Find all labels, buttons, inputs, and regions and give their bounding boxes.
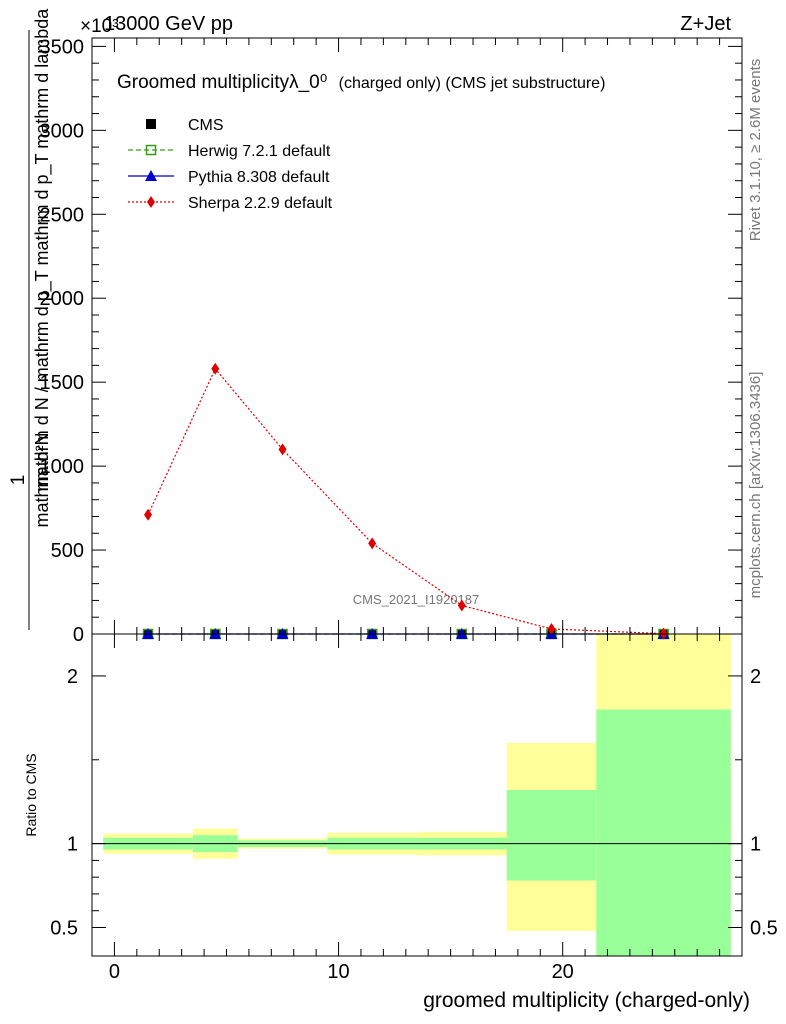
legend-label-2: Pythia 8.308 default	[188, 169, 330, 186]
point-3-5	[547, 622, 556, 635]
main-ytick-label-6: 3000	[40, 120, 85, 142]
legend-marker-0	[146, 119, 156, 129]
main-ytick-label-7: 3500	[40, 36, 85, 58]
ratio-ytick-label-r-2: 2	[750, 666, 761, 688]
ratio-frame	[91, 633, 743, 957]
ratio-y-label: Ratio to CMS	[23, 753, 39, 836]
legend-marker-1	[145, 144, 157, 156]
legend-label-3: Sherpa 2.2.9 default	[188, 195, 333, 212]
main-ytick-label-2: 1000	[40, 456, 85, 478]
main-ytick-label-3: 1500	[40, 372, 85, 394]
main-ytick-label-1: 500	[51, 540, 84, 562]
point-3-0	[144, 508, 153, 521]
header-right: Z+Jet	[680, 13, 731, 35]
y-label-numerator: mathrm d²N	[32, 432, 52, 527]
ratio-ytick-label-r-1: 1	[750, 834, 761, 856]
point-3-2	[278, 443, 287, 456]
y-label-top: 1	[8, 475, 29, 486]
point-3-1	[211, 362, 220, 375]
point-3-4	[457, 599, 466, 612]
mcplots-label: mcplots.cern.ch [arXiv:1306.3436]	[747, 372, 764, 599]
main-y-axis: 0 500 1000 1500 2000 2500 3000 3500	[40, 36, 742, 646]
main-ytick-label-5: 2500	[40, 204, 85, 226]
watermark: CMS_2021_I1920187	[353, 592, 480, 607]
point-3-3	[368, 537, 377, 550]
legend-marker-2	[145, 170, 157, 181]
ratio-ytick-label-0: 0.5	[50, 917, 78, 939]
ratio-band-inner-6	[596, 709, 731, 956]
main-y-label: 1 mathrm d²N mathrm d N / mathrm d p_T m…	[8, 8, 53, 630]
ratio-x-axis: 0 10 20	[91, 634, 743, 983]
ratio-ytick-label-1: 1	[67, 834, 78, 856]
rivet-label: Rivet 3.1.10, ≥ 2.6M events	[747, 59, 764, 242]
y-label-denominator: mathrm d N / mathrm d p_T mathrm d p_T m…	[32, 8, 53, 491]
chart-title-main: Groomed multiplicityλ_0⁰	[117, 72, 327, 93]
legend-label-1: Herwig 7.2.1 default	[188, 143, 331, 160]
xtick-label-1: 10	[327, 961, 349, 983]
main-ytick-label-0: 0	[73, 624, 84, 646]
ratio-ytick-label-r-0: 0.5	[750, 917, 778, 939]
xtick-label-2: 20	[552, 961, 574, 983]
legend: CMS Herwig 7.2.1 default Pythia 8.308 defa…	[128, 117, 333, 212]
main-x-ticks	[91, 38, 743, 634]
y-exponent: ×10³	[80, 16, 119, 37]
ratio-bands	[103, 634, 731, 956]
legend-label-0: CMS	[188, 117, 224, 134]
chart-title-suffix: (charged only) (CMS jet substructure)	[339, 75, 606, 92]
main-ytick-label-4: 2000	[40, 288, 85, 310]
ratio-y-axis: 0.5 0.5 1 1 2 2	[50, 666, 778, 940]
ratio-band-inner-5	[506, 789, 597, 881]
x-axis-label: groomed multiplicity (charged-only)	[423, 989, 750, 1012]
xtick-label-0: 0	[109, 961, 120, 983]
chart-title: Groomed multiplicityλ_0⁰ (charged only) …	[117, 72, 605, 93]
legend-marker-3	[147, 196, 155, 208]
ratio-ytick-label-2: 2	[67, 666, 78, 688]
header-left: 13000 GeV pp	[104, 13, 233, 35]
